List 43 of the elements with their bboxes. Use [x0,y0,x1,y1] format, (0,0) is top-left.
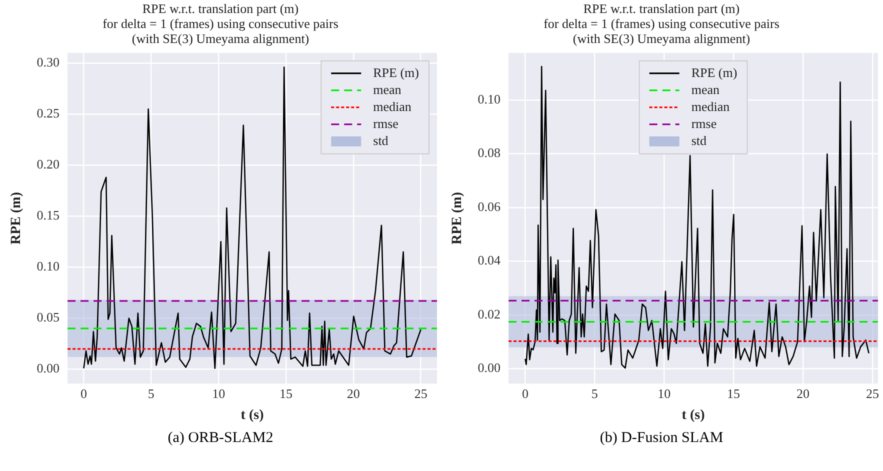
legend-label: median [373,98,412,114]
y-tick-label: 0.30 [36,54,60,70]
chart-title: RPE w.r.t. translation part (m) for delta = 1 (frames) using consecutive pairs (with SE(3) Umeyama alignment) [102,0,338,46]
x-tick-label: 20 [346,386,360,401]
y-tick-label: 0.20 [36,156,60,172]
legend-label: std [691,132,708,148]
x-tick-label: 15 [279,386,292,401]
y-axis-title: RPE (m) [9,192,24,244]
legend-label: rmse [691,116,717,131]
y-tick-label: 0.00 [36,360,60,376]
x-tick-label: 25 [414,386,428,401]
x-tick-label: 5 [148,386,154,401]
x-tick-label: 15 [727,386,740,401]
y-tick-label: 0.02 [478,306,501,322]
legend-label: mean [373,82,402,97]
legend-label: median [691,98,730,114]
y-tick-label: 0.05 [36,310,60,325]
x-tick-label: 20 [796,386,810,401]
x-tick-label: 10 [212,386,226,401]
legend-label: std [373,132,389,148]
y-tick-label: 0.00 [478,360,501,375]
text: (a) ORB-SLAM2 [166,430,274,447]
legend-label: RPE (m) [373,64,420,80]
y-tick-label: 0.06 [478,198,502,214]
x-tick-label: 10 [658,386,671,401]
y-tick-label: 0.25 [36,106,60,121]
legend-label: RPE (m) [691,64,738,80]
text: (b) D-Fusion SLAM [598,430,724,447]
x-axis-title: t (s) [240,408,264,424]
x-tick-label: 5 [591,386,598,401]
legend-label: mean [691,82,720,97]
x-tick-label: 25 [866,386,879,401]
x-tick-label: 0 [522,386,528,401]
y-tick-label: 0.08 [478,145,501,160]
legend-label: rmse [373,116,399,131]
x-axis-title: t (s) [682,408,706,424]
chart-title: RPE w.r.t. translation part (m) for delta = 1 (frames) using consecutive pairs (with SE(3) Umeyama alignment) [544,0,780,46]
y-tick-label: 0.15 [36,208,60,223]
y-axis-title: RPE (m) [450,192,466,244]
y-tick-label: 0.04 [478,252,502,268]
x-tick-label: 0 [80,386,87,401]
y-tick-label: 0.10 [478,92,501,107]
y-tick-label: 0.10 [36,258,60,274]
